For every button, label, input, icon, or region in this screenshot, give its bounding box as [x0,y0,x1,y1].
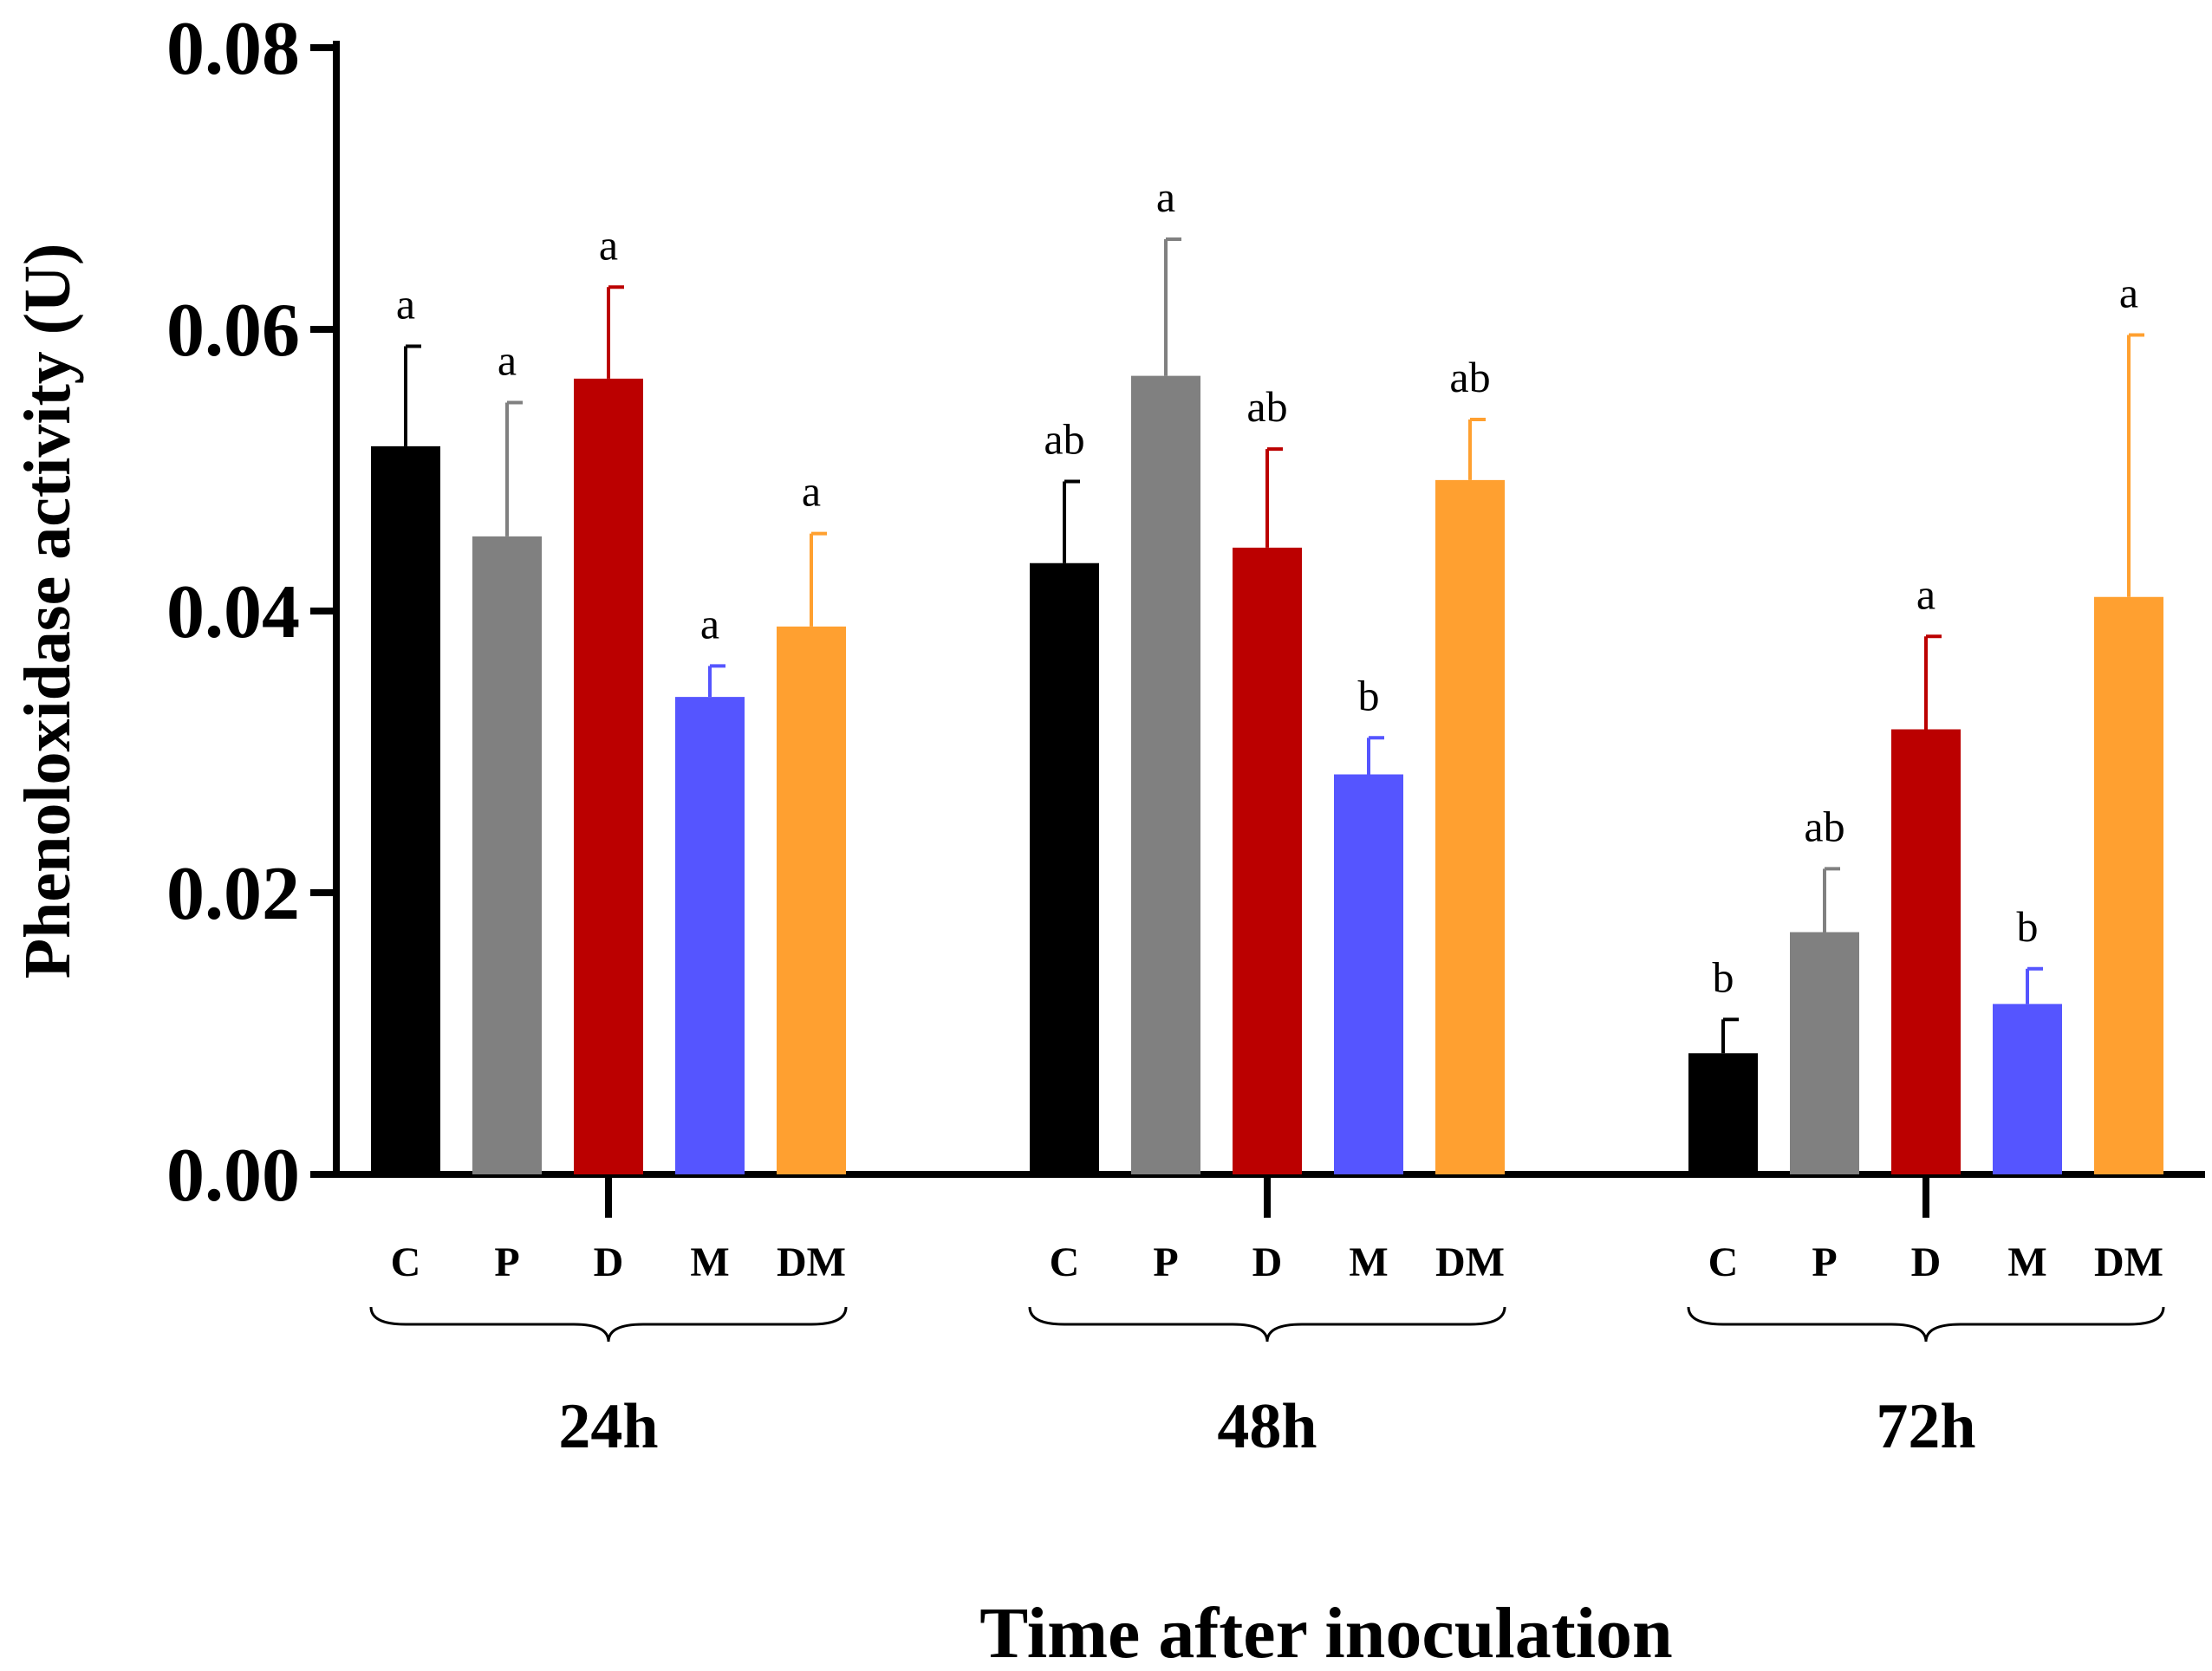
significance-label: a [599,220,618,269]
bar-48h-P [1131,375,1200,1174]
bar-72h-M [1993,1004,2062,1174]
significance-label: a [802,467,821,516]
category-label: M [2007,1239,2046,1285]
x-axis-label: Time after inoculation [979,1593,1673,1671]
significance-label: a [1916,569,1936,618]
significance-label: ab [1449,353,1490,401]
bar-72h-DM [2094,596,2163,1174]
category-label: P [1153,1239,1178,1285]
group-brace [369,1306,848,1343]
significance-label: ab [1246,382,1287,431]
significance-label: b [2017,902,2039,951]
group-label-24h: 24h [558,1391,658,1462]
significance-label: ab [1044,415,1084,464]
plot-area: 0.000.020.040.060.08aCaPaDaMaDM24habCaPa… [166,7,2205,1462]
category-label: M [690,1239,729,1285]
category-label: D [1252,1239,1283,1285]
significance-label: a [2119,269,2138,317]
category-label: DM [777,1239,846,1285]
group-brace [1028,1306,1506,1343]
group-label-48h: 48h [1217,1391,1317,1462]
bar-48h-C [1030,562,1099,1174]
significance-label: ab [1804,802,1844,850]
group-brace [1687,1306,2165,1343]
bar-72h-C [1688,1053,1758,1174]
category-label: D [594,1239,624,1285]
significance-label: b [1713,953,1734,1001]
y-tick-label: 0.04 [166,570,300,654]
bar-72h-P [1790,932,1859,1174]
bar-24h-P [472,536,542,1174]
bar-48h-D [1233,547,1302,1174]
y-tick-label: 0.02 [166,852,300,936]
category-label: C [391,1239,421,1285]
bar-24h-D [574,378,643,1174]
y-tick-label: 0.08 [166,7,300,91]
bar-24h-M [675,697,745,1174]
significance-label: a [498,336,517,385]
group-label-72h: 72h [1876,1391,1975,1462]
category-label: C [1050,1239,1080,1285]
category-label: DM [2094,1239,2163,1285]
category-label: C [1708,1239,1739,1285]
bar-24h-C [371,445,440,1174]
category-label: P [494,1239,519,1285]
y-axis-label: Phenoloxidase activity (U) [11,244,84,979]
significance-label: a [396,280,415,328]
bar-48h-M [1334,774,1403,1174]
bar-48h-DM [1435,479,1505,1174]
y-tick-label: 0.00 [166,1134,300,1218]
bar-24h-DM [777,626,846,1174]
category-label: P [1812,1239,1837,1285]
significance-label: a [700,599,719,647]
significance-label: b [1358,671,1380,719]
y-tick-label: 0.06 [166,289,300,373]
category-label: DM [1435,1239,1505,1285]
category-label: D [1911,1239,1942,1285]
bar-72h-D [1891,729,1961,1174]
significance-label: a [1156,172,1175,221]
category-label: M [1349,1239,1388,1285]
